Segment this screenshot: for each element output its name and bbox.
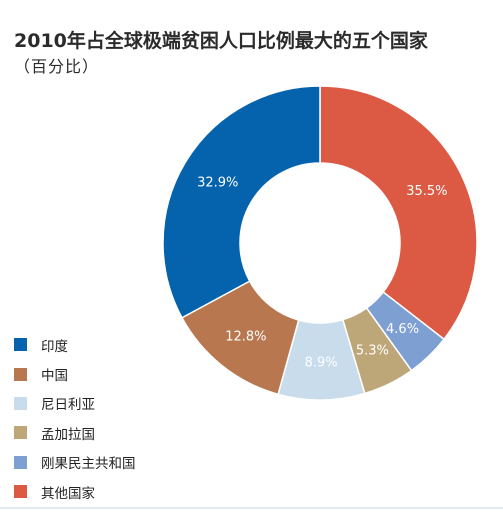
slice-label-china: 12.8% [225,330,266,345]
legend-swatch-bangladesh [14,426,27,440]
legend-swatch-china [14,367,27,381]
legend-item-nigeria: 尼日利亚 [14,389,136,418]
slice-label-bangladesh: 5.3% [356,343,389,358]
chart-subtitle: （百分比） [14,57,100,76]
legend-label-nigeria: 尼日利亚 [41,397,95,414]
legend-item-others: 其他国家 [14,477,136,506]
legend-label-china: 中国 [41,368,68,385]
chart-title: 2010年占全球极端贫困人口比例最大的五个国家 [14,30,428,52]
slice-label-nigeria: 8.9% [305,355,338,370]
legend-label-bangladesh: 孟加拉国 [41,426,95,443]
legend-swatch-others [14,485,27,499]
slice-label-others: 35.5% [406,184,447,199]
slice-label-india: 32.9% [197,176,238,191]
legend-swatch-drc [14,455,27,469]
legend-item-drc: 刚果民主共和国 [14,448,136,477]
bottom-divider [0,507,503,509]
legend-label-drc: 刚果民主共和国 [41,456,136,473]
legend: 印度 中国 尼日利亚 孟加拉国 刚果民主共和国 其他国家 [14,330,136,506]
legend-swatch-india [14,338,27,352]
legend-swatch-nigeria [14,396,27,410]
slice-label-drc: 4.6% [386,322,419,337]
legend-item-bangladesh: 孟加拉国 [14,418,136,447]
legend-label-india: 印度 [41,338,68,355]
legend-item-india: 印度 [14,330,136,359]
legend-item-china: 中国 [14,359,136,388]
slice-others [319,85,478,341]
slice-india [162,85,321,319]
legend-label-others: 其他国家 [41,485,95,502]
